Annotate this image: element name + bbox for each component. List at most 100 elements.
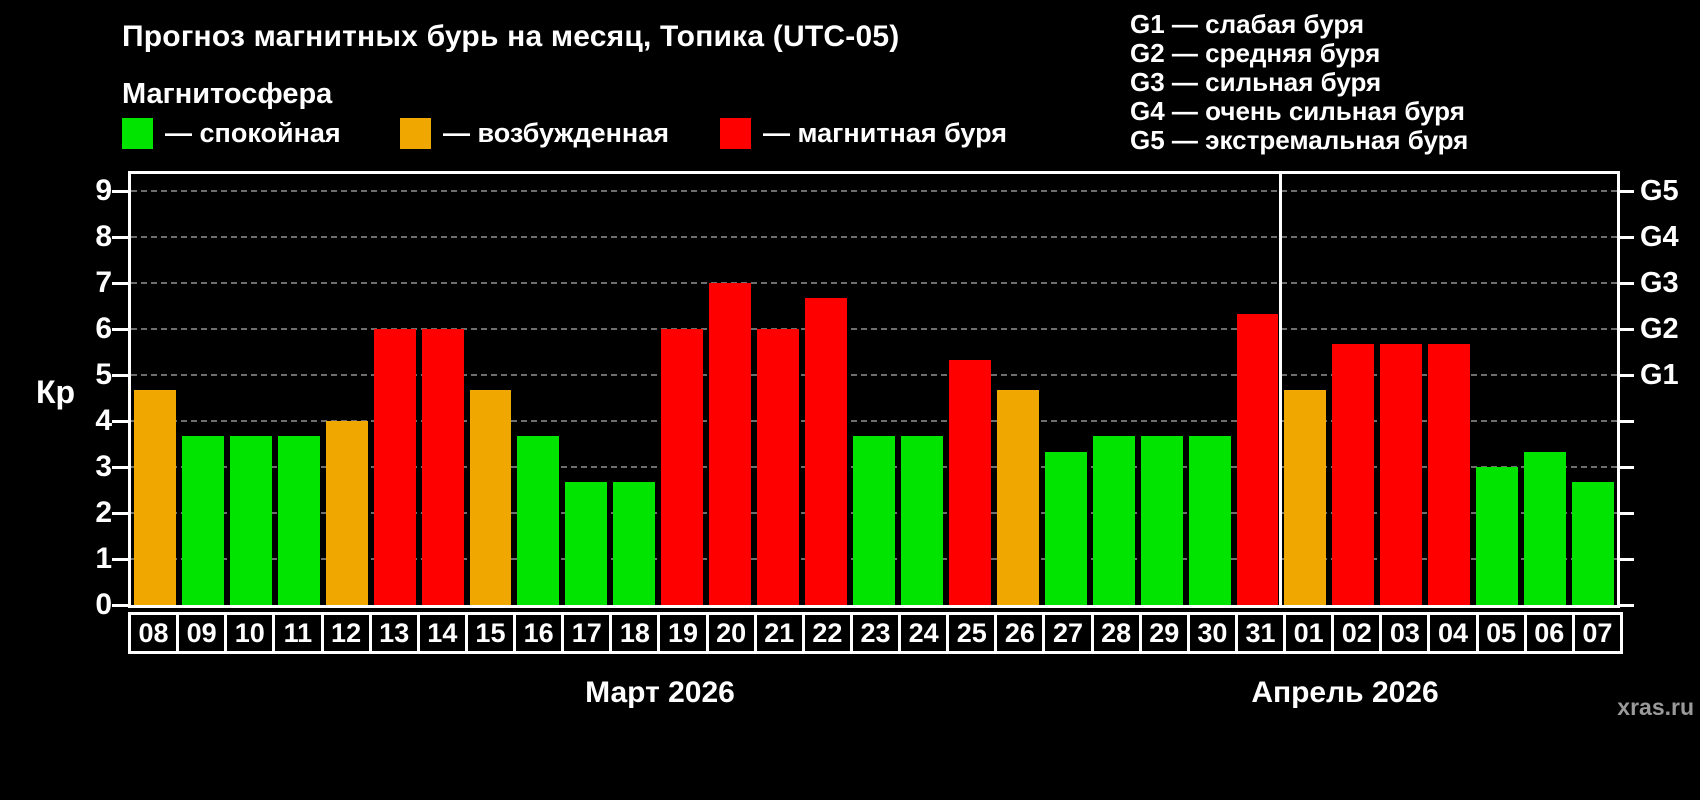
kp-bar-21 — [757, 329, 800, 605]
legend-label: — спокойная — [165, 118, 341, 148]
y-tick-mark — [112, 558, 128, 561]
y-tick-label-2: 2 — [95, 496, 112, 529]
kp-bar-30 — [1188, 436, 1231, 605]
y-tick-label-7: 7 — [95, 266, 112, 299]
kp-bar-12 — [325, 421, 368, 605]
kp-bar-31 — [1236, 314, 1279, 605]
y-tick-mark — [112, 512, 128, 515]
day-label-23: 23 — [849, 612, 902, 654]
kp-bar-27 — [1044, 452, 1087, 605]
day-label-24: 24 — [898, 612, 950, 654]
day-label-30: 30 — [1186, 612, 1238, 654]
y-tick-mark — [112, 374, 128, 377]
y-tick-label-5: 5 — [95, 358, 112, 391]
right-tick-mark — [1620, 512, 1634, 515]
legend-item-storm: — магнитная буря — [720, 118, 1007, 149]
day-label-09: 09 — [176, 612, 228, 654]
y-tick-label-9: 9 — [95, 174, 112, 207]
g-axis-label-G1: G1 — [1640, 359, 1679, 391]
kp-bar-11 — [277, 436, 320, 605]
kp-bar-16 — [517, 436, 560, 605]
right-tick-mark — [1620, 558, 1634, 561]
kp-bar-09 — [181, 436, 224, 605]
kp-bar-07 — [1572, 482, 1614, 605]
storm-scale-line: G4 — очень сильная буря — [1130, 96, 1465, 126]
y-tick-label-8: 8 — [95, 220, 112, 253]
day-label-27: 27 — [1042, 612, 1094, 654]
x-axis-day-row: 08 09 10 11 12 13 14 15 16 17 18 19 20 21 22 23 24 25 26 27… — [128, 612, 1623, 654]
legend-label: — магнитная буря — [763, 118, 1007, 148]
day-label-08: 08 — [128, 612, 180, 654]
g-axis-label-G5: G5 — [1640, 175, 1679, 207]
kp-bar-19 — [661, 329, 704, 605]
kp-bar-10 — [229, 436, 272, 605]
storm-scale-line: G5 — экстремальная буря — [1130, 125, 1469, 155]
day-label-11: 11 — [272, 612, 324, 654]
gridline-kp-5 — [131, 374, 1617, 376]
kp-bar-24 — [900, 436, 943, 605]
day-label-06: 06 — [1523, 612, 1575, 654]
day-label-10: 10 — [224, 612, 276, 654]
right-tick-mark — [1620, 236, 1634, 239]
kp-bar-15 — [469, 390, 512, 605]
page-title: Прогноз магнитных бурь на месяц, Топика … — [122, 20, 900, 53]
watermark: xras.ru — [1617, 694, 1694, 720]
kp-bar-13 — [373, 329, 416, 605]
right-tick-mark — [1620, 466, 1634, 469]
month-label-2: Апрель 2026 — [1251, 676, 1439, 709]
month-label-1: Март 2026 — [585, 676, 735, 709]
legend-swatch-quiet — [122, 118, 153, 149]
kp-bar-18 — [613, 482, 656, 605]
y-tick-mark — [112, 190, 128, 193]
y-tick-mark — [112, 236, 128, 239]
kp-bar-17 — [565, 482, 608, 605]
gridline-kp-7 — [131, 282, 1617, 284]
kp-bar-20 — [709, 283, 752, 605]
kp-bar-04 — [1428, 344, 1471, 605]
day-label-29: 29 — [1138, 612, 1190, 654]
right-tick-mark — [1620, 282, 1634, 285]
kp-bar-03 — [1380, 344, 1423, 605]
g-axis-label-G4: G4 — [1640, 221, 1679, 253]
right-tick-mark — [1620, 374, 1634, 377]
kp-bar-08 — [134, 390, 176, 605]
day-label-31: 31 — [1234, 612, 1287, 654]
kp-bar-29 — [1140, 436, 1183, 605]
y-tick-label-6: 6 — [95, 312, 112, 345]
y-tick-mark — [112, 282, 128, 285]
day-label-02: 02 — [1331, 612, 1383, 654]
y-tick-label-4: 4 — [95, 404, 112, 437]
y-axis-title: Кр — [36, 374, 76, 410]
storm-scale-line: G3 — сильная буря — [1130, 67, 1382, 97]
right-tick-mark — [1620, 604, 1634, 607]
day-label-15: 15 — [464, 612, 517, 654]
y-tick-label-0: 0 — [95, 588, 112, 621]
legend-item-quiet: — спокойная — [122, 118, 341, 149]
month-separator — [1279, 174, 1283, 605]
day-label-16: 16 — [513, 612, 565, 654]
y-tick-label-1: 1 — [95, 542, 112, 575]
right-tick-mark — [1620, 328, 1634, 331]
day-label-21: 21 — [753, 612, 805, 654]
day-label-18: 18 — [609, 612, 661, 654]
day-label-07: 07 — [1571, 612, 1623, 654]
y-tick-mark — [112, 420, 128, 423]
gridline-kp-4 — [131, 420, 1617, 422]
day-label-26: 26 — [994, 612, 1046, 654]
day-label-22: 22 — [801, 612, 853, 654]
magnetosphere-label: Магнитосфера — [122, 78, 333, 110]
storm-scale-line: G1 — слабая буря — [1130, 9, 1365, 39]
y-tick-mark — [112, 328, 128, 331]
right-tick-mark — [1620, 420, 1634, 423]
y-tick-mark — [112, 604, 128, 607]
kp-bar-22 — [805, 298, 848, 605]
legend-item-excited: — возбужденная — [400, 118, 669, 149]
kp-bar-14 — [421, 329, 464, 605]
storm-scale-line: G2 — средняя буря — [1130, 38, 1381, 68]
day-label-13: 13 — [368, 612, 420, 654]
legend-swatch-storm — [720, 118, 751, 149]
gridline-kp-9 — [131, 190, 1617, 192]
legend-swatch-excited — [400, 118, 431, 149]
day-label-03: 03 — [1379, 612, 1431, 654]
day-label-01: 01 — [1283, 612, 1335, 654]
